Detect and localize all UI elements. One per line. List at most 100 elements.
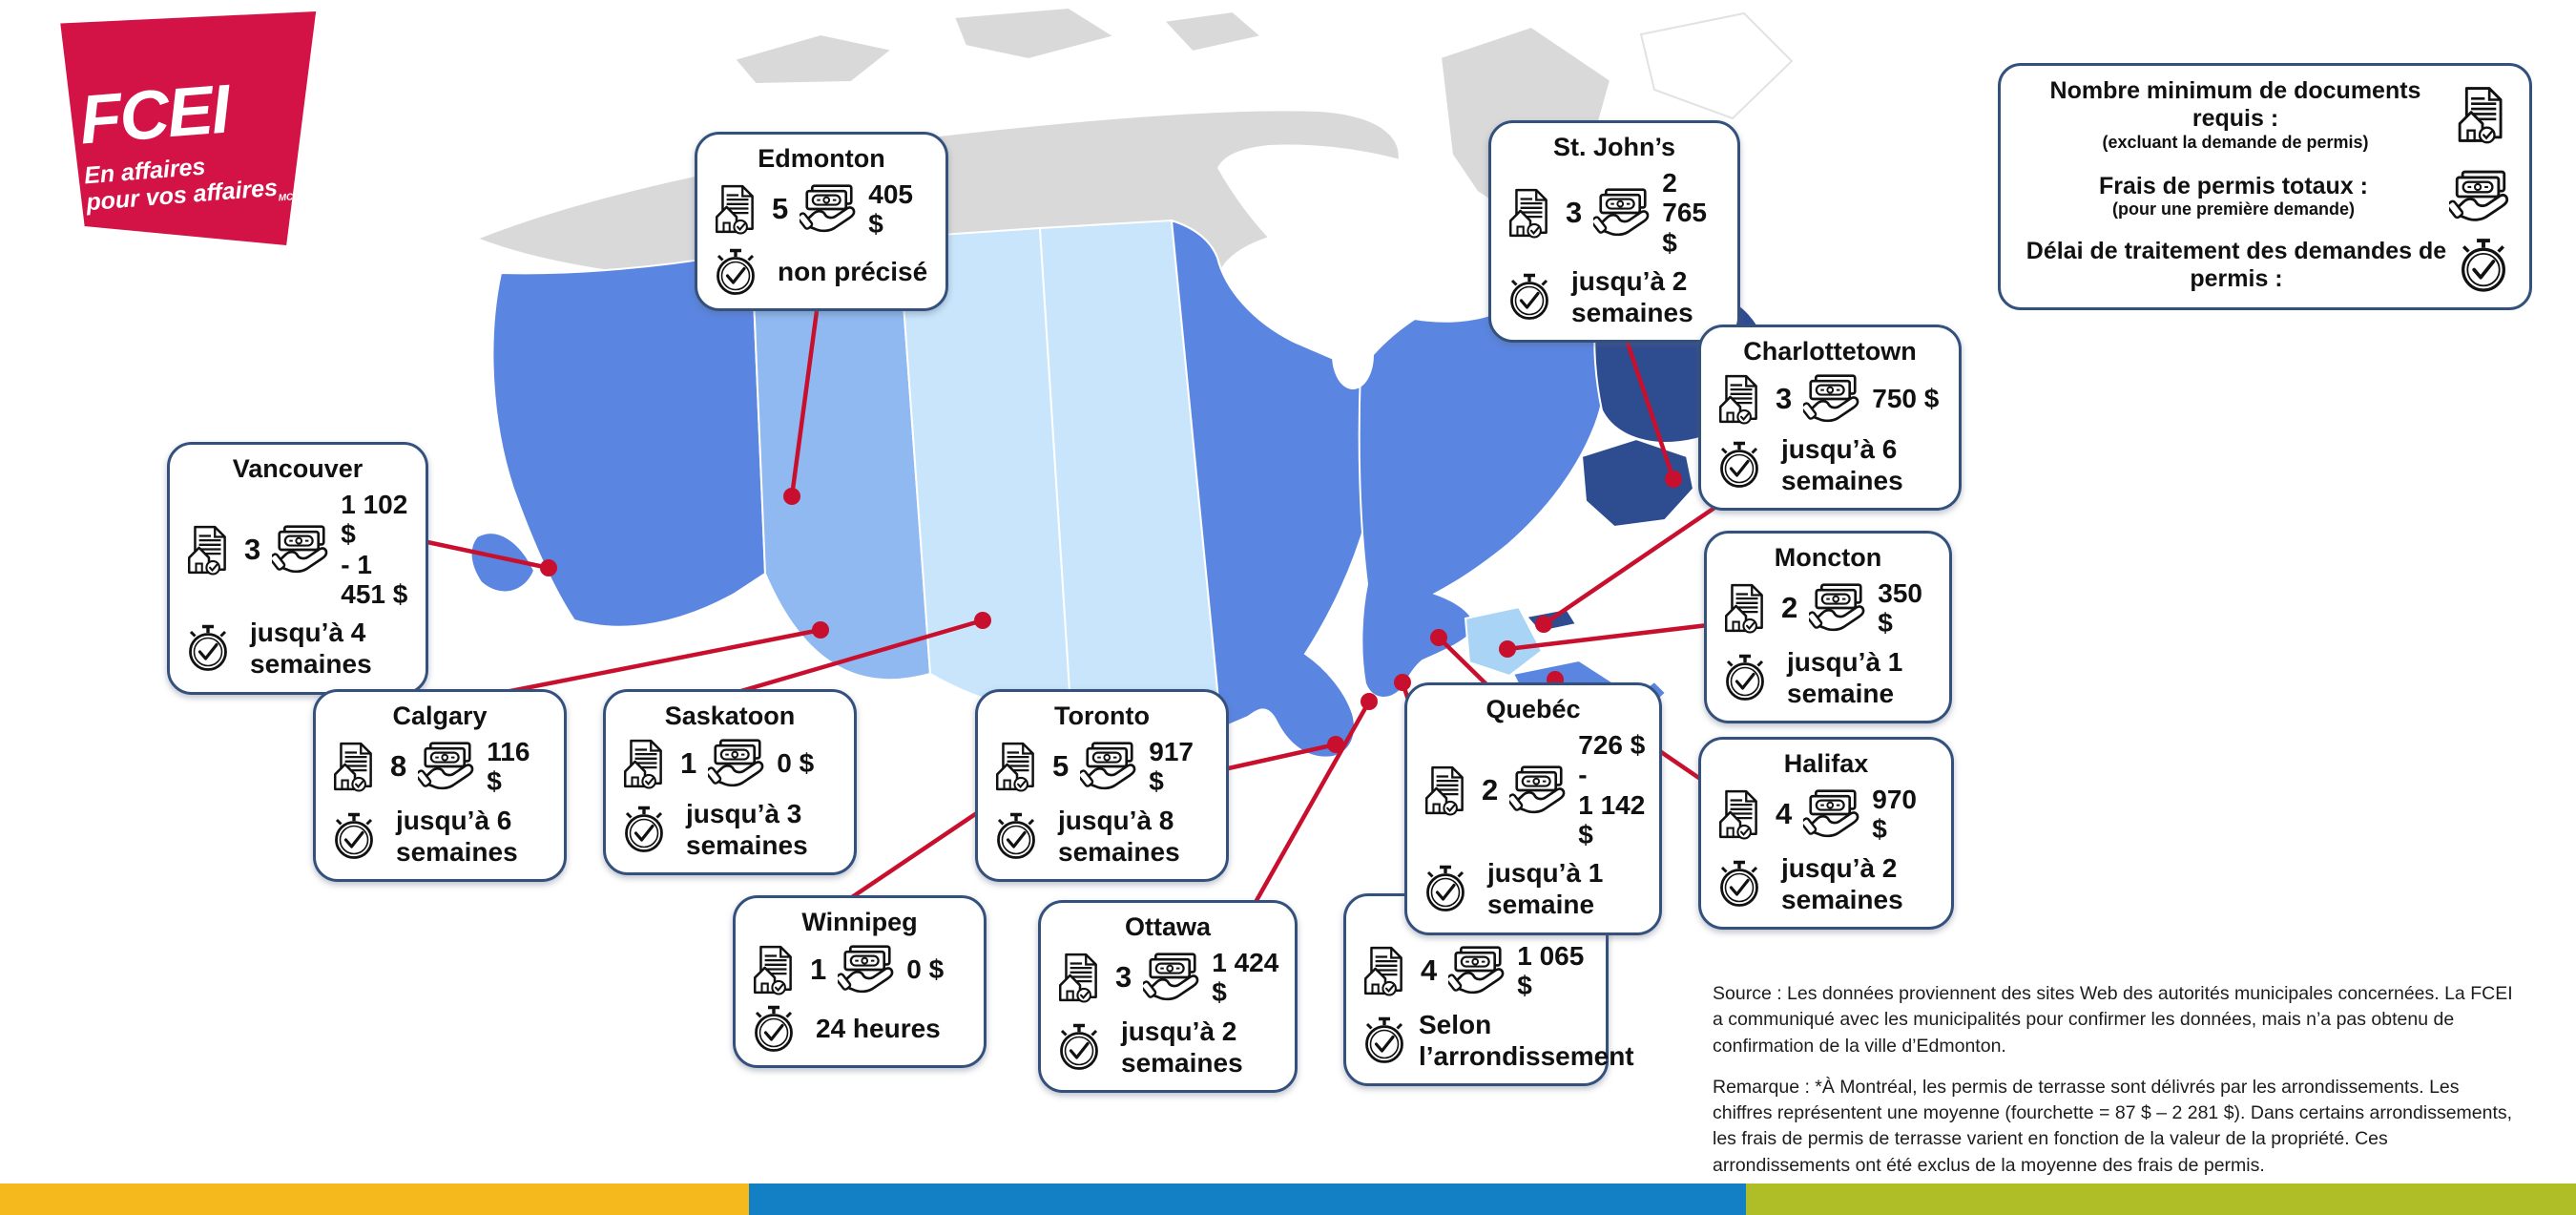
city-card-quebec: Quebéc 2 726 $ - 1 142 $ jusqu’à 1 semai… xyxy=(1404,682,1662,935)
permit-fees-icon xyxy=(1143,953,1199,1001)
permit-fee: 917 $ xyxy=(1149,737,1194,797)
processing-delay: non précisé xyxy=(778,257,928,287)
documents-icon xyxy=(1724,584,1763,635)
legend-documents-sublabel: (excluant la demande de permis) xyxy=(2102,132,2369,152)
documents-count: 3 xyxy=(244,532,261,566)
arctic-island xyxy=(733,32,895,86)
processing-time-icon xyxy=(188,625,228,672)
permit-fee: 726 $ - 1 142 $ xyxy=(1578,730,1646,850)
processing-delay: jusqu’à 2 semaines xyxy=(1781,852,1903,914)
legend-row-fees: Frais de permis totaux : (pour une premi… xyxy=(2018,168,2512,225)
processing-delay: Selon l’arrondissement xyxy=(1419,1009,1634,1071)
permit-fee: 0 $ xyxy=(906,954,945,985)
arctic-island xyxy=(952,6,1117,61)
permit-fee: 116 $ xyxy=(487,737,530,797)
permit-fee: 1 424 $ xyxy=(1212,948,1279,1008)
city-name: Quebéc xyxy=(1485,695,1581,723)
footnotes: Source : Les données proviennent des sit… xyxy=(1713,981,2524,1194)
permit-fees-icon xyxy=(2449,170,2509,221)
processing-time-icon xyxy=(1364,1016,1404,1063)
city-name: Charlottetown xyxy=(1743,337,1917,366)
processing-delay: jusqu’à 1 semaine xyxy=(1787,646,1903,708)
fcei-logo-text: FCEI En affaires pour vos affairesMC xyxy=(77,71,294,220)
city-card-winnipeg: Winnipeg 1 0 $ 24 heures xyxy=(733,895,987,1068)
permit-fee: 970 $ xyxy=(1872,785,1917,845)
bottom-color-bar xyxy=(0,1184,2576,1215)
city-card-edmonton: Edmonton 5 405 $ non précisé xyxy=(695,132,948,311)
permit-fees-icon xyxy=(272,525,328,573)
processing-time-icon xyxy=(1725,654,1765,701)
trademark-mark: MC xyxy=(278,192,294,204)
permit-fees-icon xyxy=(1593,188,1650,237)
documents-count: 3 xyxy=(1115,960,1132,995)
documents-count: 8 xyxy=(390,749,407,784)
processing-delay: jusqu’à 2 semaines xyxy=(1121,1016,1243,1078)
legend-row-documents: Nombre minimum de documents requis : (ex… xyxy=(2018,77,2512,153)
legend-delay-label: Délai de traitement des demandes de perm… xyxy=(2025,237,2447,292)
processing-delay: jusqu’à 4 semaines xyxy=(250,618,372,680)
processing-time-icon xyxy=(716,248,756,295)
documents-icon xyxy=(187,525,226,576)
source-note: Source : Les données proviennent des sit… xyxy=(1713,983,2513,1057)
documents-icon xyxy=(623,739,662,789)
island-newfoundland xyxy=(1580,437,1695,529)
permit-fees-icon xyxy=(418,742,474,790)
city-card-ottawa: Ottawa 3 1 424 $ jusqu’à 2 semaines xyxy=(1038,900,1298,1093)
documents-count: 5 xyxy=(772,192,789,226)
city-card-st-johns: St. John’s 3 2 765 $ jusqu’à 2 semaines xyxy=(1488,120,1740,344)
permit-fees-icon xyxy=(1080,742,1136,790)
legend-fees-label: Frais de permis totaux : xyxy=(2098,172,2369,199)
processing-time-icon xyxy=(624,806,664,853)
city-card-vancouver: Vancouver 3 1 102 $ - 1 451 $ jusqu’à 4 … xyxy=(167,442,428,695)
city-card-halifax: Halifax 4 970 $ jusqu’à 2 semaines xyxy=(1698,737,1954,930)
processing-delay: jusqu’à 6 semaines xyxy=(396,805,518,867)
bar-segment-green xyxy=(1746,1184,2576,1215)
documents-icon xyxy=(333,743,372,793)
legend-box: Nombre minimum de documents requis : (ex… xyxy=(1998,63,2532,310)
permit-fees-icon xyxy=(1809,583,1865,632)
fcei-tagline: En affaires pour vos affairesMC xyxy=(83,153,294,217)
permit-fees-icon xyxy=(838,945,894,994)
documents-count: 2 xyxy=(1482,772,1499,807)
documents-count: 3 xyxy=(1776,382,1793,415)
permit-fee: 0 $ xyxy=(777,748,815,779)
permit-fee: 350 $ xyxy=(1878,578,1922,639)
documents-icon xyxy=(995,743,1034,793)
permit-fees-icon xyxy=(800,184,856,233)
processing-time-icon xyxy=(1425,866,1465,912)
city-card-toronto: Toronto 5 917 $ jusqu’à 8 semaines xyxy=(975,689,1229,882)
documents-count: 4 xyxy=(1776,797,1793,831)
processing-time-icon xyxy=(1719,441,1759,489)
processing-time-icon xyxy=(996,812,1036,859)
permit-fee: 2 765 $ xyxy=(1662,168,1707,258)
documents-icon xyxy=(1363,947,1402,997)
processing-delay: jusqu’à 2 semaines xyxy=(1571,266,1693,328)
legend-fees-sublabel: (pour une première demande) xyxy=(2111,199,2356,220)
city-name: Halifax xyxy=(1783,749,1869,778)
permit-fee: 1 102 $ - 1 451 $ xyxy=(341,490,408,610)
fcei-acronym: FCEI xyxy=(76,71,232,159)
documents-count: 2 xyxy=(1781,591,1798,625)
james-bay xyxy=(1332,321,1374,389)
arctic-island-white xyxy=(1639,11,1794,120)
city-name: Calgary xyxy=(392,702,488,730)
documents-icon xyxy=(753,945,792,995)
permit-fees-icon xyxy=(1803,374,1859,423)
bar-segment-blue xyxy=(749,1184,1746,1215)
documents-icon xyxy=(1058,953,1097,1004)
processing-delay: jusqu’à 3 semaines xyxy=(686,799,808,861)
processing-time-icon xyxy=(1509,273,1549,321)
city-name: Edmonton xyxy=(758,144,885,173)
city-card-saskatoon: Saskatoon 1 0 $ jusqu’à 3 semaines xyxy=(603,689,857,876)
processing-delay: jusqu’à 6 semaines xyxy=(1781,434,1903,496)
bar-segment-yellow xyxy=(0,1184,749,1215)
documents-count: 5 xyxy=(1052,749,1070,784)
processing-delay: jusqu’à 1 semaine xyxy=(1487,858,1604,920)
documents-icon xyxy=(1424,765,1464,816)
documents-count: 1 xyxy=(680,746,697,780)
permit-fee: 405 $ xyxy=(868,179,913,240)
processing-time-icon xyxy=(334,812,374,859)
documents-icon xyxy=(2458,87,2503,144)
canada-map xyxy=(469,6,1794,759)
processing-time-icon xyxy=(1719,860,1759,907)
